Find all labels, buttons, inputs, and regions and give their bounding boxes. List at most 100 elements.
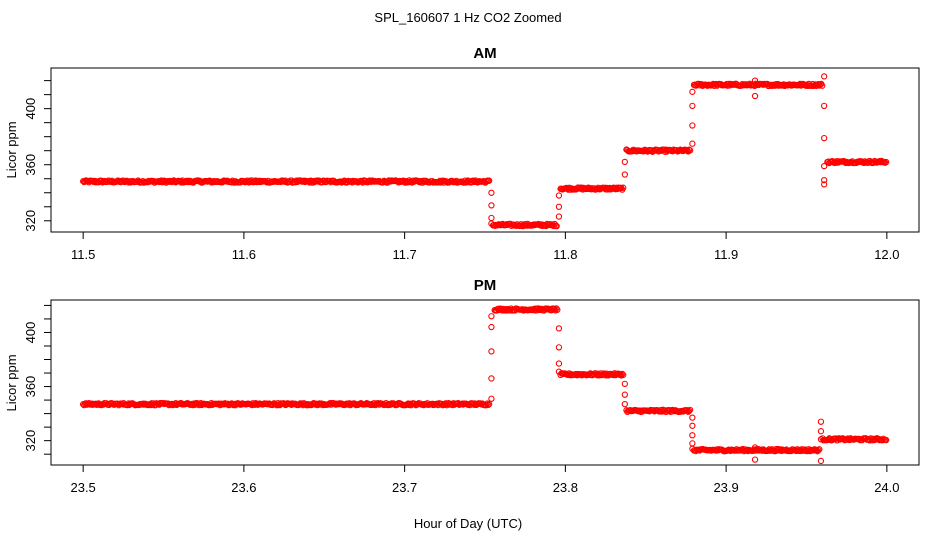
pm-transition-point — [621, 391, 628, 398]
am-transition-point — [488, 189, 495, 196]
am-data-point — [819, 82, 826, 89]
pm-data-point — [620, 371, 627, 379]
pm-transition-point — [751, 456, 759, 463]
pm-transition-2 — [621, 380, 628, 408]
pm-plot-frame — [50, 299, 920, 466]
pm-data-point — [685, 408, 692, 415]
am-ylabel: Licor ppm — [4, 121, 19, 178]
pm-x-tick-label: 23.7 — [392, 480, 417, 495]
am-transition-point — [821, 176, 828, 184]
pm-transition-point — [488, 323, 495, 331]
am-segment-2 — [557, 184, 627, 193]
am-transition-point — [821, 181, 828, 188]
pm-transition-point — [488, 313, 495, 320]
am-data-point — [553, 222, 560, 230]
pm-transition-point — [555, 325, 563, 332]
pm-x-tick-label: 23.9 — [713, 480, 738, 495]
am-transition-point — [689, 140, 696, 147]
pm-data-point — [486, 400, 493, 408]
am-transition-point — [488, 220, 495, 227]
am-transition-0 — [488, 189, 495, 227]
am-transition-point — [689, 88, 696, 95]
pm-y-tick-label: 400 — [23, 322, 38, 344]
am-transition-point — [488, 202, 495, 209]
am-segment-1 — [489, 220, 560, 230]
figure-title: SPL_160607 1 Hz CO2 Zoomed — [374, 10, 561, 25]
pm-segment-5 — [819, 435, 890, 444]
am-segment-0 — [80, 177, 493, 186]
am-x-tick-label: 11.7 — [392, 247, 416, 262]
am-y-tick-label: 360 — [23, 154, 38, 176]
am-panel: AM Licor ppm 11.5 11.6 11.7 11.8 11.9 12.0 320… — [4, 45, 920, 262]
am-transition-point — [689, 122, 696, 129]
am-transition-point — [555, 192, 563, 199]
pm-panel: PM Licor ppm 23.5 23.6 23.7 23.8 23.9 24.0 320… — [4, 277, 920, 495]
am-transition-point — [821, 102, 828, 109]
am-transition-point — [751, 92, 759, 100]
am-panel-title: AM — [473, 45, 496, 62]
pm-transition-point — [555, 344, 563, 351]
am-transition-point — [751, 77, 759, 84]
am-transition-5 — [821, 73, 828, 188]
pm-data-point — [883, 436, 890, 444]
am-transition-point — [555, 203, 563, 210]
pm-y-tick-label: 320 — [23, 430, 38, 452]
pm-data-point — [485, 401, 492, 409]
am-data-point — [686, 147, 694, 154]
pm-segment-2 — [557, 370, 627, 379]
pm-data-point — [685, 407, 693, 415]
am-transition-2 — [621, 158, 628, 178]
pm-transition-point — [488, 348, 495, 355]
pm-transition-point — [488, 395, 495, 402]
am-y-tick-label: 400 — [23, 98, 38, 120]
pm-transition-point — [817, 418, 825, 425]
am-transition-point — [621, 171, 628, 178]
pm-transition-point — [817, 457, 825, 465]
am-transition-point — [555, 213, 563, 220]
pm-transition-point — [817, 436, 825, 443]
am-transition-1 — [555, 192, 563, 220]
am-x-tick-label: 11.5 — [71, 247, 95, 262]
pm-transition-point — [689, 440, 696, 447]
pm-segment-3 — [623, 406, 694, 416]
am-x-tick-label: 11.6 — [232, 247, 256, 262]
pm-x-tick-label: 23.5 — [70, 480, 95, 495]
am-y-tick-label: 320 — [23, 210, 38, 232]
pm-data-point — [816, 446, 823, 453]
pm-transition-point — [689, 414, 696, 421]
pm-axes: 23.5 23.6 23.7 23.8 23.9 24.0 320 360 400 — [23, 304, 900, 495]
pm-segment-0 — [80, 399, 493, 409]
pm-transition-0 — [488, 313, 495, 402]
pm-panel-title: PM — [474, 277, 497, 294]
figure-xlabel: Hour of Day (UTC) — [414, 516, 522, 531]
am-plot-frame — [50, 67, 920, 233]
pm-y-tick-label: 360 — [23, 376, 38, 398]
pm-transition-point — [817, 428, 825, 435]
am-x-tick-label: 11.9 — [714, 247, 738, 262]
am-data-point — [883, 158, 890, 166]
am-data-series — [80, 73, 890, 230]
am-segment-3 — [623, 146, 694, 155]
pm-transition-point — [751, 444, 759, 451]
pm-data-point — [815, 447, 822, 454]
am-transition-point — [621, 158, 628, 166]
pm-transition-point — [621, 400, 628, 408]
am-transition-point — [821, 134, 828, 142]
pm-segment-4 — [690, 445, 823, 455]
pm-data-point — [553, 305, 560, 312]
am-x-tick-label: 12.0 — [874, 247, 899, 262]
pm-data-point — [619, 370, 626, 378]
am-segment-4 — [690, 80, 826, 90]
pm-x-tick-label: 23.6 — [231, 480, 256, 495]
pm-transition-point — [488, 375, 495, 382]
am-transition-point — [689, 102, 696, 109]
pm-transition-3 — [689, 414, 696, 452]
pm-x-tick-label: 23.8 — [553, 480, 578, 495]
pm-x-tick-label: 24.0 — [874, 480, 899, 495]
pm-ylabel: Licor ppm — [4, 354, 19, 411]
am-transition-3 — [689, 88, 696, 147]
am-axes: 11.5 11.6 11.7 11.8 11.9 12.0 320 360 400 — [23, 80, 900, 262]
pm-transition-4 — [751, 444, 759, 463]
am-data-point — [620, 184, 627, 191]
pm-data-series — [80, 305, 890, 465]
